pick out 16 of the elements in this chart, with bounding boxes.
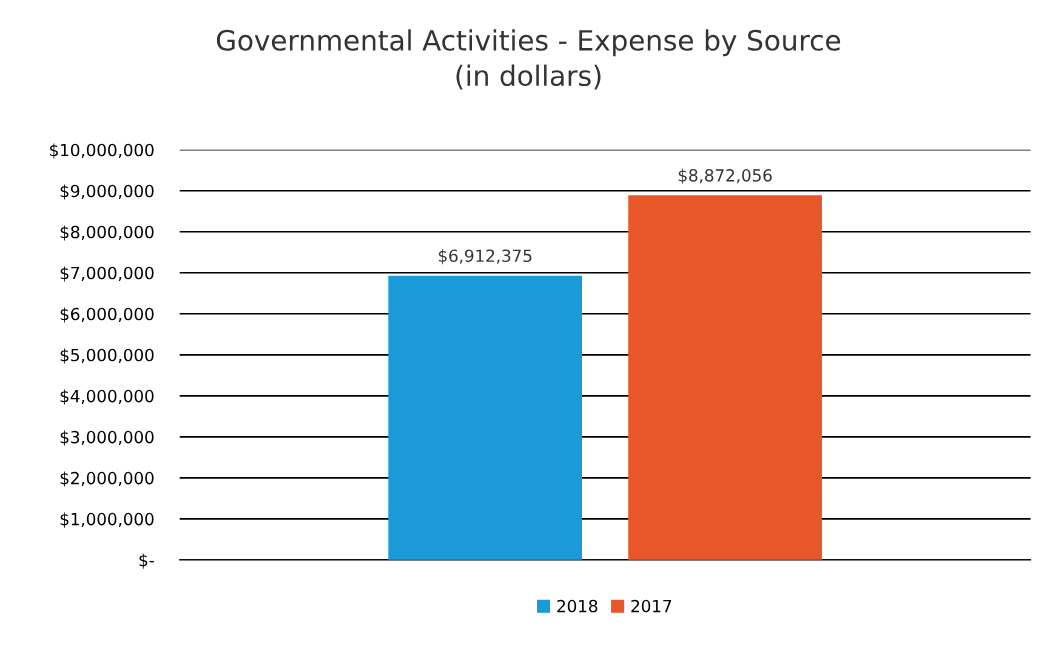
y-tick-label: $6,000,000 — [60, 307, 154, 323]
y-tick-label: $7,000,000 — [60, 266, 154, 282]
legend-label: 2017 — [631, 599, 672, 613]
y-tick-label: $- — [139, 553, 154, 569]
legend-label: 2018 — [557, 599, 598, 613]
y-tick-label: $10,000,000 — [50, 143, 154, 159]
y-tick-label: $3,000,000 — [60, 430, 154, 446]
data-label: $8,872,056 — [678, 168, 772, 184]
y-tick-label: $8,000,000 — [60, 225, 154, 241]
y-tick-label: $9,000,000 — [60, 184, 154, 200]
y-tick-label: $4,000,000 — [60, 389, 154, 405]
y-tick-label: $2,000,000 — [60, 471, 154, 487]
chart-title: Governmental Activities - Expense by Source (in dollars) — [216, 29, 841, 90]
y-tick-label: $1,000,000 — [60, 512, 154, 528]
y-tick-label: $5,000,000 — [60, 348, 154, 364]
data-label: $6,912,375 — [438, 249, 532, 265]
